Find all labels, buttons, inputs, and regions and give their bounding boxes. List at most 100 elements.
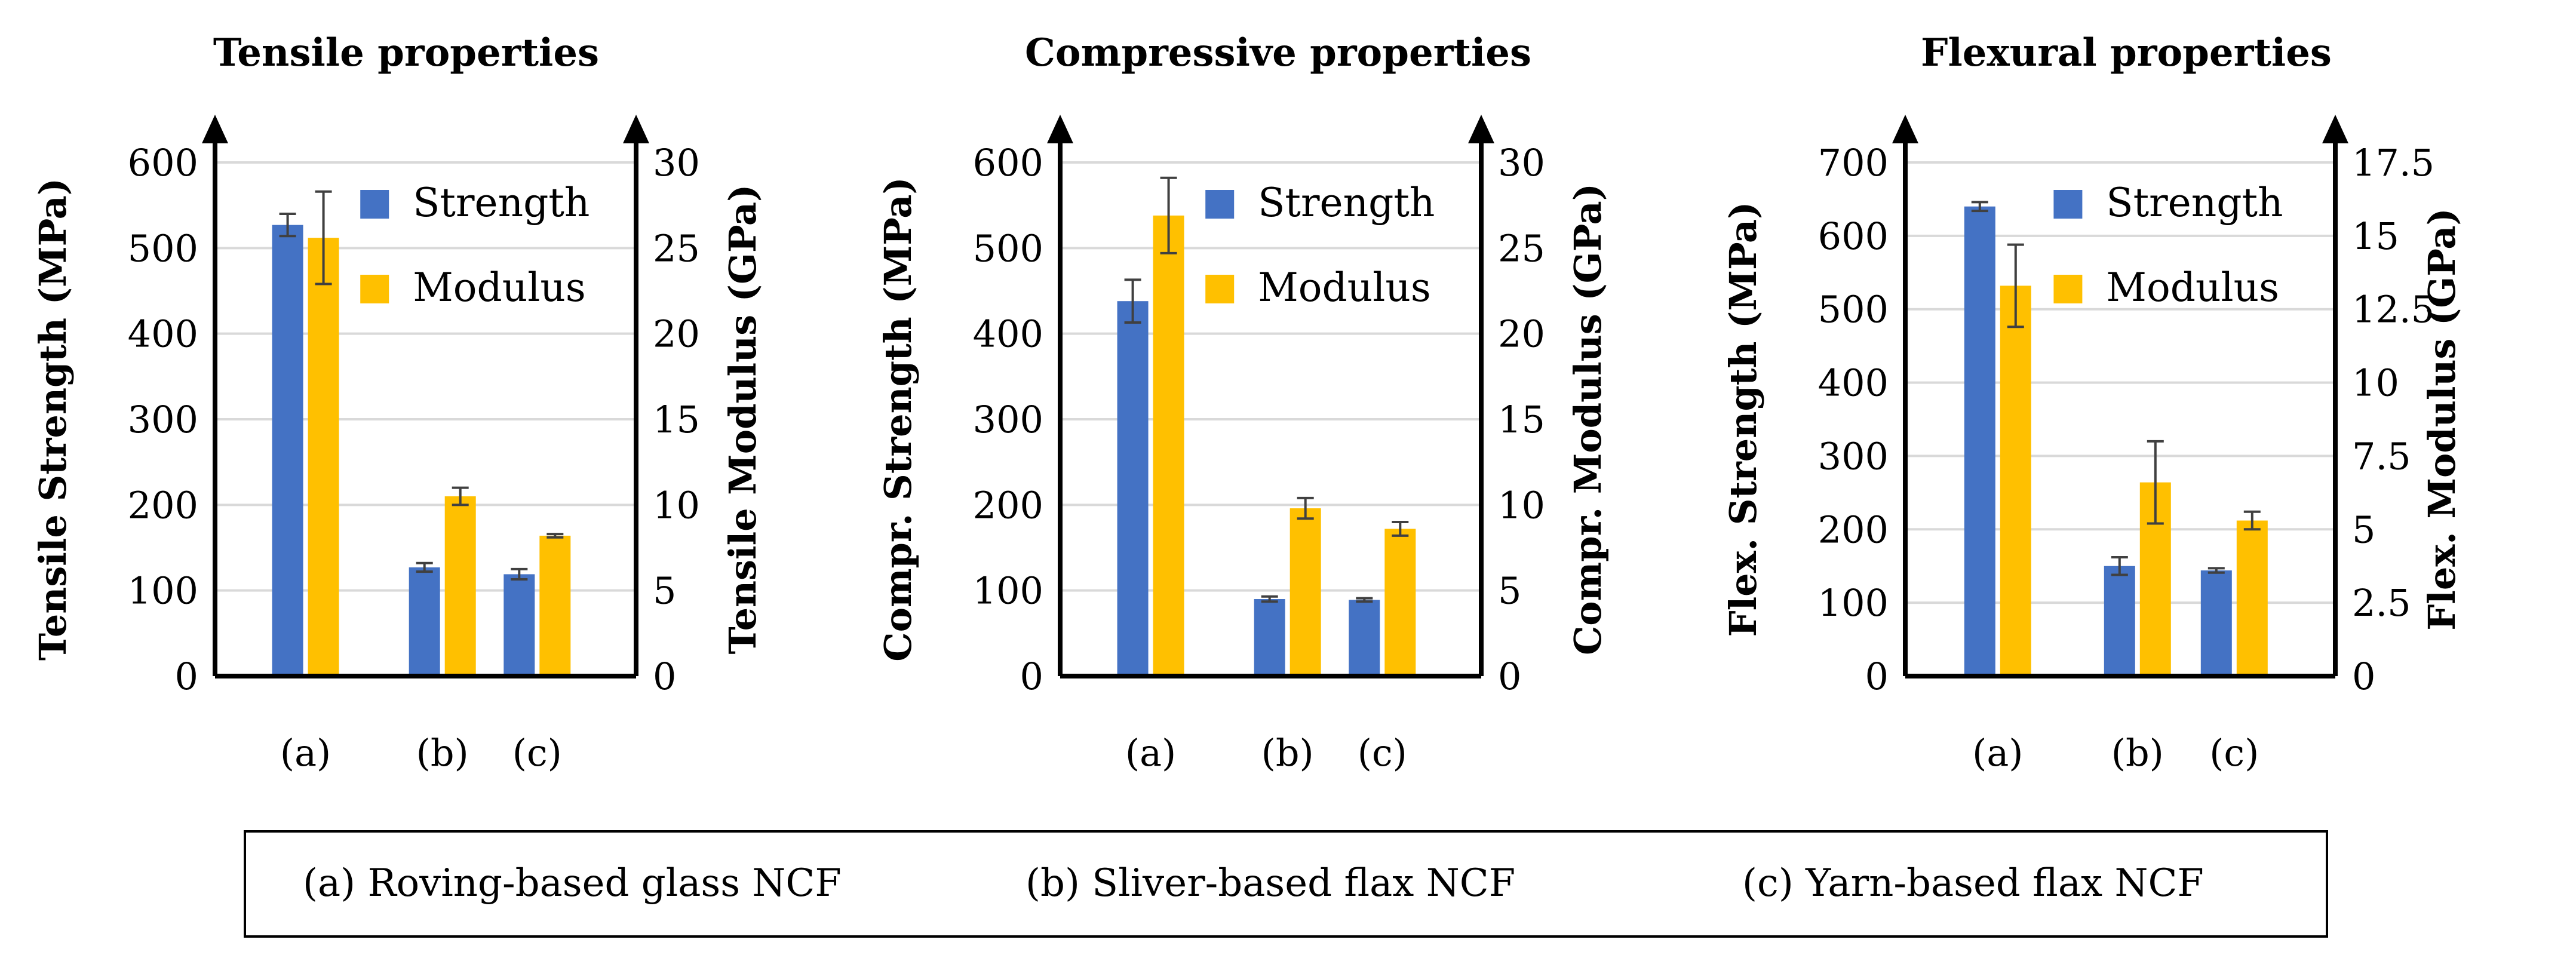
y-tick-label-right: 0 — [1498, 655, 1521, 698]
y-tick-label-right: 30 — [653, 141, 700, 185]
y-tick-label-right: 17.5 — [2352, 141, 2434, 185]
y-axis-right-arrow — [2322, 115, 2348, 143]
chart-title: Compressive properties — [1025, 30, 1531, 75]
bar-modulus-1 — [1153, 215, 1184, 676]
y-tick-label-left: 500 — [128, 226, 198, 270]
bar-modulus-1 — [2000, 285, 2031, 676]
legend-label-modulus: Modulus — [2106, 265, 2279, 311]
y-tick-label-right: 0 — [2352, 655, 2375, 698]
x-tick-label: (b) — [2111, 731, 2164, 775]
y-tick-label-left: 0 — [1865, 655, 1889, 698]
x-tick-label: (a) — [1125, 731, 1176, 775]
y-tick-label-right: 15 — [2352, 214, 2399, 258]
y-tick-label-right: 7.5 — [2352, 434, 2411, 478]
legend-swatch-modulus — [1205, 275, 1235, 303]
chart-title: Tensile properties — [213, 30, 599, 75]
bar-strength-3 — [1349, 600, 1380, 676]
bar-modulus-3 — [1384, 529, 1416, 676]
category-legend-b: (b) Sliver-based flax NCF — [1026, 861, 1516, 905]
bar-strength-2 — [1254, 599, 1285, 676]
x-tick-label: (c) — [512, 731, 562, 775]
legend-label-strength: Strength — [2106, 180, 2283, 226]
y-tick-label-left: 300 — [1818, 434, 1889, 478]
legend-swatch-strength — [1205, 190, 1235, 219]
y-tick-label-right: 15 — [653, 398, 700, 441]
y-tick-label-left: 600 — [1818, 214, 1889, 258]
y-tick-label-left: 600 — [973, 141, 1043, 185]
y-tick-label-right: 12.5 — [2352, 288, 2434, 331]
y-tick-label-right: 20 — [1498, 312, 1545, 356]
y-tick-label-right: 25 — [1498, 226, 1545, 270]
y-tick-label-right: 25 — [653, 226, 700, 270]
y-tick-label-left: 100 — [1818, 581, 1889, 625]
legend-swatch-modulus — [360, 275, 389, 303]
y-tick-label-left: 200 — [1818, 508, 1889, 551]
y-tick-label-right: 2.5 — [2352, 581, 2411, 625]
y-axis-left-arrow — [1047, 115, 1073, 143]
y-axis-label-left: Compr. Strength (MPa) — [876, 177, 920, 661]
y-tick-label-left: 700 — [1818, 141, 1889, 185]
y-axis-left-arrow — [1892, 115, 1918, 143]
y-tick-label-left: 400 — [128, 312, 198, 356]
y-tick-label-right: 5 — [2352, 508, 2375, 551]
y-tick-label-right: 10 — [653, 483, 700, 527]
y-tick-label-left: 0 — [1020, 655, 1043, 698]
y-tick-label-left: 500 — [1818, 288, 1889, 331]
x-tick-label: (a) — [1972, 731, 2023, 775]
y-tick-label-left: 400 — [973, 312, 1043, 356]
y-tick-label-left: 100 — [973, 569, 1043, 613]
bar-modulus-3 — [2236, 520, 2268, 676]
y-tick-label-right: 20 — [653, 312, 700, 356]
y-axis-label-left: Flex. Strength (MPa) — [1721, 202, 1765, 637]
y-axis-label-right: Flex. Modulus (GPa) — [2420, 208, 2464, 630]
y-tick-label-right: 5 — [653, 569, 676, 613]
chart-panel-3: Flexural properties010020030040050060070… — [1721, 30, 2464, 775]
legend-label-modulus: Modulus — [1258, 265, 1431, 311]
legend-label-strength: Strength — [1258, 180, 1435, 226]
y-axis-label-right: Tensile Modulus (GPa) — [721, 185, 764, 655]
y-tick-label-right: 15 — [1498, 398, 1545, 441]
legend-swatch-strength — [2053, 190, 2083, 219]
bar-strength-3 — [503, 574, 535, 676]
bar-strength-2 — [409, 567, 440, 676]
bar-strength-1 — [272, 225, 303, 677]
chart-panel-2: Compressive properties010020030040050060… — [876, 30, 1610, 775]
y-tick-label-left: 300 — [973, 398, 1043, 441]
y-tick-label-right: 10 — [1498, 483, 1545, 527]
y-axis-label-left: Tensile Strength (MPa) — [31, 178, 75, 661]
chart-panel-1: Tensile properties 0 100 200 300 400 500 600 0 5 1… — [31, 30, 764, 775]
legend-swatch-modulus — [2053, 275, 2083, 303]
bar-modulus-3 — [539, 535, 571, 676]
y-axis-left-arrow — [202, 115, 228, 143]
y-tick-label-left: 500 — [973, 226, 1043, 270]
bar-modulus-2 — [444, 496, 476, 676]
chart-title: Flexural properties — [1921, 30, 2332, 75]
x-tick-label: (b) — [416, 731, 469, 775]
y-axis-right-arrow — [1468, 115, 1494, 143]
y-tick-label-right: 10 — [2352, 361, 2399, 405]
y-tick-label-left: 0 — [175, 655, 198, 698]
y-tick-label-left: 100 — [128, 569, 198, 613]
bar-modulus-2 — [1289, 508, 1321, 676]
legend-label-modulus: Modulus — [413, 265, 586, 311]
y-tick-label-right: 30 — [1498, 141, 1545, 185]
x-tick-label: (c) — [2209, 731, 2259, 775]
x-tick-label: (a) — [280, 731, 331, 775]
y-tick-label-left: 400 — [1818, 361, 1889, 405]
x-tick-label: (b) — [1261, 731, 1314, 775]
legend-label-strength: Strength — [413, 180, 589, 226]
y-tick-label-left: 200 — [973, 483, 1043, 527]
bar-strength-3 — [2200, 570, 2232, 676]
y-tick-label-left: 300 — [128, 398, 198, 441]
bar-strength-2 — [2104, 566, 2135, 676]
category-legend-c: (c) Yarn-based flax NCF — [1742, 861, 2204, 905]
legend-swatch-strength — [360, 190, 389, 219]
category-legend-box: (a) Roving-based glass NCF (b) Sliver-ba… — [244, 830, 2328, 938]
category-legend-a: (a) Roving-based glass NCF — [303, 861, 842, 905]
y-tick-label-left: 200 — [128, 483, 198, 527]
x-tick-label: (c) — [1358, 731, 1407, 775]
bar-strength-1 — [1964, 206, 1995, 676]
bar-strength-1 — [1117, 301, 1149, 676]
y-axis-right-arrow — [623, 115, 649, 143]
